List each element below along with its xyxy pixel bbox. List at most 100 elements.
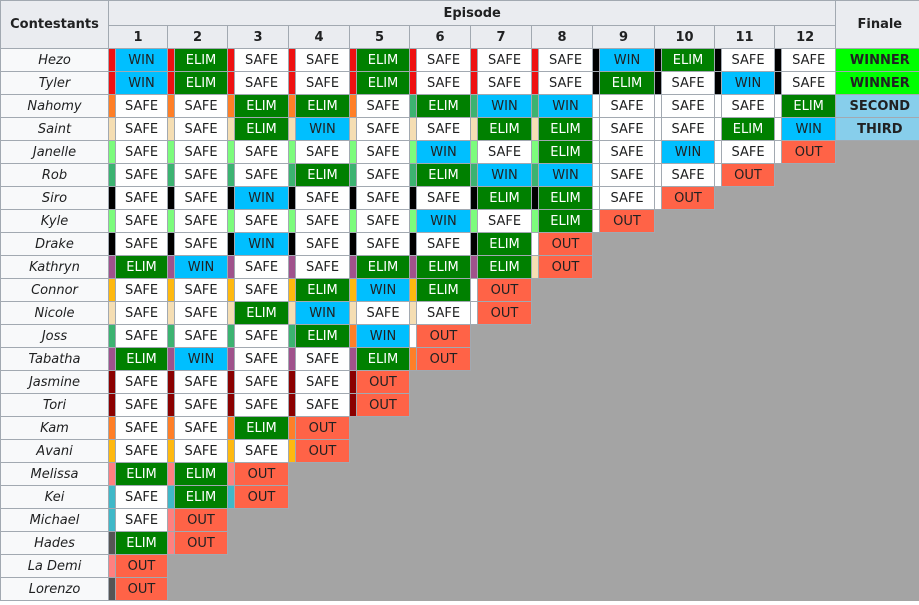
episode-result-cell: SAFE: [599, 94, 655, 118]
header-row-1: Contestants Episode Finale: [0, 0, 919, 49]
team-color-stripe: [288, 48, 296, 72]
episode-result-cell: ELIM: [174, 48, 228, 72]
eliminated-filler: [530, 278, 919, 302]
team-color-stripe: [288, 370, 296, 394]
episode-result-cell: SAFE: [174, 140, 228, 164]
team-color-stripe: [470, 301, 478, 325]
team-color-stripe: [349, 370, 357, 394]
team-color-stripe: [108, 531, 116, 555]
team-color-stripe: [654, 186, 662, 210]
team-color-stripe: [714, 117, 722, 141]
team-color-stripe: [108, 140, 116, 164]
episode-result-cell: WIN: [721, 71, 775, 95]
team-color-stripe: [592, 163, 600, 187]
contestant-row: Kathryn ELIM WIN SAFE SAFE ELIM ELIM ELIM OUT: [0, 255, 919, 279]
episode-number-header: 11: [714, 25, 775, 49]
team-color-stripe: [227, 485, 235, 509]
episode-result-cell: ELIM: [477, 232, 532, 256]
team-color-stripe: [167, 416, 175, 440]
team-color-stripe: [288, 232, 296, 256]
episode-result-cell: SAFE: [234, 278, 289, 302]
contestant-name: Joss: [0, 324, 109, 348]
team-color-stripe: [108, 577, 116, 601]
episode-result-cell: SAFE: [416, 71, 471, 95]
team-color-stripe: [108, 416, 116, 440]
episode-number-header: 10: [654, 25, 715, 49]
team-color-stripe: [227, 278, 235, 302]
team-color-stripe: [349, 186, 357, 210]
episode-result-cell: SAFE: [356, 209, 410, 233]
episode-result-cell: WIN: [599, 48, 655, 72]
team-color-stripe: [409, 301, 417, 325]
episode-result-cell: SAFE: [538, 48, 593, 72]
team-color-stripe: [409, 48, 417, 72]
episode-result-cell: ELIM: [356, 71, 410, 95]
team-color-stripe: [409, 232, 417, 256]
team-color-stripe: [167, 117, 175, 141]
team-color-stripe: [288, 324, 296, 348]
team-color-stripe: [108, 324, 116, 348]
episode-result-cell: SAFE: [661, 94, 715, 118]
contestant-row: Siro SAFE SAFE WIN SAFE SAFE SAFE ELIM ELIM SAFE O…: [0, 186, 919, 210]
episode-result-cell: WIN: [295, 301, 350, 325]
team-color-stripe: [531, 117, 539, 141]
team-color-stripe: [409, 347, 417, 371]
eliminated-filler: [591, 232, 919, 256]
team-color-stripe: [167, 393, 175, 417]
team-color-stripe: [108, 94, 116, 118]
team-color-stripe: [714, 140, 722, 164]
contestant-name: Tyler: [0, 71, 109, 95]
contestant-row: Nicole SAFE SAFE ELIM WIN SAFE SAFE OUT: [0, 301, 919, 325]
team-color-stripe: [227, 324, 235, 348]
episode-result-cell: WIN: [234, 232, 289, 256]
team-color-stripe: [531, 94, 539, 118]
team-color-stripe: [227, 439, 235, 463]
episode-result-cell: SAFE: [234, 370, 289, 394]
contestant-name: Avani: [0, 439, 109, 463]
episode-result-cell: SAFE: [477, 140, 532, 164]
team-color-stripe: [409, 117, 417, 141]
contestant-row: Tyler WIN ELIM SAFE SAFE ELIM SAFE SAFE SAFE ELIM…: [0, 71, 919, 95]
contestant-row: Hezo WIN ELIM SAFE SAFE ELIM SAFE SAFE SAFE WIN EL…: [0, 48, 919, 72]
episode-result-cell: ELIM: [115, 462, 168, 486]
episode-result-cell: ELIM: [295, 94, 350, 118]
team-color-stripe: [167, 301, 175, 325]
episode-result-cell: SAFE: [234, 439, 289, 463]
team-color-stripe: [227, 462, 235, 486]
episode-result-cell: OUT: [115, 554, 168, 578]
team-color-stripe: [654, 117, 662, 141]
team-color-stripe: [288, 209, 296, 233]
episode-result-cell: ELIM: [174, 485, 228, 509]
contestant-row: Saint SAFE SAFE ELIM WIN SAFE SAFE ELIM ELIM SAFE…: [0, 117, 919, 141]
episode-result-cell: ELIM: [721, 117, 775, 141]
team-color-stripe: [714, 71, 722, 95]
contestant-row: Kam SAFE SAFE ELIM OUT: [0, 416, 919, 440]
eliminated-filler: [408, 370, 919, 394]
team-color-stripe: [531, 71, 539, 95]
episode-result-cell: ELIM: [356, 48, 410, 72]
team-color-stripe: [108, 439, 116, 463]
team-color-stripe: [714, 48, 722, 72]
eliminated-filler: [408, 393, 919, 417]
episode-result-cell: ELIM: [538, 140, 593, 164]
team-color-stripe: [531, 186, 539, 210]
episode-result-cell: SAFE: [295, 255, 350, 279]
episode-result-cell: SAFE: [234, 140, 289, 164]
episode-result-cell: WIN: [416, 140, 471, 164]
episode-number-header: 12: [773, 25, 837, 49]
contestant-row: Kei SAFE ELIM OUT: [0, 485, 919, 509]
team-color-stripe: [470, 140, 478, 164]
episode-result-cell: OUT: [174, 531, 228, 555]
team-color-stripe: [288, 94, 296, 118]
contestant-row: Connor SAFE SAFE SAFE ELIM WIN ELIM OUT: [0, 278, 919, 302]
eliminated-filler: [348, 416, 919, 440]
team-color-stripe: [774, 94, 782, 118]
episode-result-cell: WIN: [780, 117, 837, 141]
episode-result-cell: OUT: [477, 301, 532, 325]
team-color-stripe: [108, 370, 116, 394]
team-color-stripe: [167, 324, 175, 348]
episode-result-cell: ELIM: [538, 209, 593, 233]
episode-result-cell: ELIM: [295, 163, 350, 187]
team-color-stripe: [470, 278, 478, 302]
contestant-row: Janelle SAFE SAFE SAFE SAFE SAFE WIN SAFE ELIM SA…: [0, 140, 919, 164]
